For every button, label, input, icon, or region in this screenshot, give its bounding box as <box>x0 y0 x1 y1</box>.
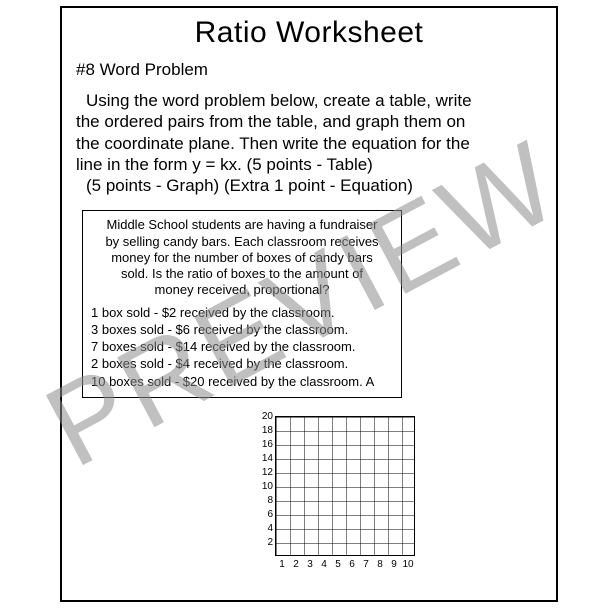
y-tick: 20 <box>251 410 273 424</box>
data-row: 7 boxes sold - $14 received by the class… <box>91 339 393 355</box>
x-tick: 4 <box>317 559 331 570</box>
y-tick: 4 <box>251 522 273 536</box>
x-tick: 5 <box>331 559 345 570</box>
x-tick: 6 <box>345 559 359 570</box>
intro-line: by selling candy bars. Each classroom re… <box>91 234 393 250</box>
instruction-line: the ordered pairs from the table, and gr… <box>76 111 542 132</box>
page-title: Ratio Worksheet <box>76 16 542 50</box>
x-axis-labels: 12345678910 <box>275 559 425 573</box>
x-tick: 10 <box>401 559 415 570</box>
intro-line: sold. Is the ratio of boxes to the amoun… <box>91 266 393 282</box>
problem-intro: Middle School students are having a fund… <box>91 217 393 298</box>
x-tick: 3 <box>303 559 317 570</box>
intro-line: money for the number of boxes of candy b… <box>91 250 393 266</box>
coordinate-graph: 20 18 16 14 12 10 8 6 4 2 12345678910 <box>251 416 451 586</box>
instruction-line: line in the form y = kx. (5 points - Tab… <box>76 154 542 175</box>
grid <box>275 416 415 556</box>
problem-box: Middle School students are having a fund… <box>82 210 402 398</box>
instruction-line: the coordinate plane. Then write the equ… <box>76 133 542 154</box>
instructions: Using the word problem below, create a t… <box>76 90 542 196</box>
instruction-line: (5 points - Graph) (Extra 1 point - Equa… <box>76 175 542 196</box>
y-tick: 16 <box>251 438 273 452</box>
y-tick: 12 <box>251 466 273 480</box>
x-tick: 8 <box>373 559 387 570</box>
data-row: 1 box sold - $2 received by the classroo… <box>91 305 393 321</box>
data-row: 2 boxes sold - $4 received by the classr… <box>91 356 393 372</box>
data-rows: 1 box sold - $2 received by the classroo… <box>91 305 393 390</box>
data-row: 3 boxes sold - $6 received by the classr… <box>91 322 393 338</box>
y-tick: 2 <box>251 536 273 550</box>
y-tick: 18 <box>251 424 273 438</box>
data-row: 10 boxes sold - $20 received by the clas… <box>91 374 393 390</box>
intro-line: money received, proportional? <box>91 282 393 298</box>
instruction-line: Using the word problem below, create a t… <box>76 90 542 111</box>
x-tick: 1 <box>275 559 289 570</box>
y-tick: 10 <box>251 480 273 494</box>
intro-line: Middle School students are having a fund… <box>91 217 393 233</box>
x-tick: 7 <box>359 559 373 570</box>
y-axis-labels: 20 18 16 14 12 10 8 6 4 2 <box>251 410 273 560</box>
x-tick: 2 <box>289 559 303 570</box>
y-tick: 6 <box>251 508 273 522</box>
worksheet-page: Ratio Worksheet #8 Word Problem Using th… <box>60 6 558 602</box>
problem-number: #8 Word Problem <box>76 60 542 80</box>
y-tick: 14 <box>251 452 273 466</box>
y-tick: 8 <box>251 494 273 508</box>
x-tick: 9 <box>387 559 401 570</box>
